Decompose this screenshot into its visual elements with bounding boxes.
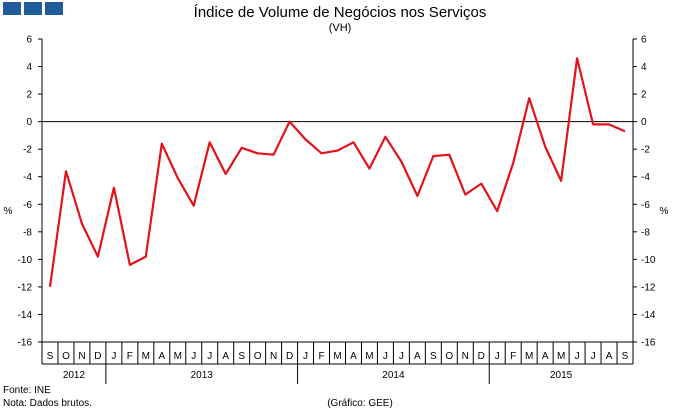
month-label: M [333,351,341,362]
month-label: S [430,351,437,362]
month-label: M [142,351,150,362]
y-tick-label-right: -8 [641,227,650,238]
y-tick-label-right: 6 [641,35,647,46]
month-label: M [174,351,182,362]
y-tick-label-left: -16 [18,338,33,349]
month-label: O [445,351,453,362]
y-tick-label-left: 0 [26,117,32,128]
data-note: Nota: Dados brutos. [3,398,92,409]
month-label: M [365,351,373,362]
y-tick-label-right: 4 [641,62,647,73]
logo-block-3 [45,2,63,15]
logo-block-1 [3,2,21,15]
y-axis-label-right: % [660,206,669,217]
month-label: S [622,351,629,362]
y-tick-label-right: -6 [641,200,650,211]
chart-title: Índice de Volume de Negócios nos Serviço… [193,4,487,21]
y-tick-label-left: -8 [23,227,32,238]
month-label: M [525,351,533,362]
y-tick-label-right: -10 [641,255,656,266]
month-label: J [591,351,596,362]
month-label: J [575,351,580,362]
month-label: F [127,351,133,362]
month-label: A [542,351,549,362]
y-tick-label-right: -12 [641,282,656,293]
month-label: N [270,351,277,362]
month-label: F [318,351,324,362]
month-label: J [111,351,116,362]
year-label: 2012 [63,370,86,381]
month-label: J [207,351,212,362]
month-label: J [495,351,500,362]
month-label: D [478,351,485,362]
y-axis-label-left: % [4,206,13,217]
month-label: N [462,351,469,362]
y-tick-label-left: 2 [26,90,32,101]
month-label: S [238,351,245,362]
logo [3,2,63,15]
y-tick-label-right: 0 [641,117,647,128]
month-label: A [222,351,229,362]
month-label: A [350,351,357,362]
month-label: J [303,351,308,362]
month-label: N [78,351,85,362]
y-tick-label-left: -4 [23,172,32,183]
y-tick-label-left: 6 [26,35,32,46]
month-label: O [254,351,262,362]
chart-subtitle: (VH) [328,22,352,34]
month-label: A [158,351,165,362]
y-tick-label-left: -6 [23,200,32,211]
y-tick-label-right: -2 [641,145,650,156]
year-label: 2013 [191,370,214,381]
y-tick-label-right: -16 [641,338,656,349]
y-tick-label-left: -12 [18,282,33,293]
series-line-vh [48,57,626,288]
month-label: A [606,351,613,362]
y-tick-label-right: -14 [641,310,656,321]
chart-credit: (Gráfico: GEE) [327,398,393,409]
month-label: J [191,351,196,362]
month-label: J [399,351,404,362]
y-tick-label-right: 2 [641,90,647,101]
month-label: M [557,351,565,362]
month-label: D [94,351,101,362]
y-tick-label-right: -4 [641,172,650,183]
y-tick-label-left: -2 [23,145,32,156]
month-label: O [62,351,70,362]
month-label: D [286,351,293,362]
year-label: 2014 [382,370,405,381]
y-tick-label-left: -14 [18,310,33,321]
year-label: 2015 [550,370,573,381]
month-label: S [47,351,54,362]
y-tick-label-left: 4 [26,62,32,73]
y-tick-label-left: -10 [18,255,33,266]
source-note: Fonte: INE [3,385,51,396]
month-label: A [414,351,421,362]
logo-block-2 [24,2,42,15]
month-label: F [510,351,516,362]
month-label: J [383,351,388,362]
